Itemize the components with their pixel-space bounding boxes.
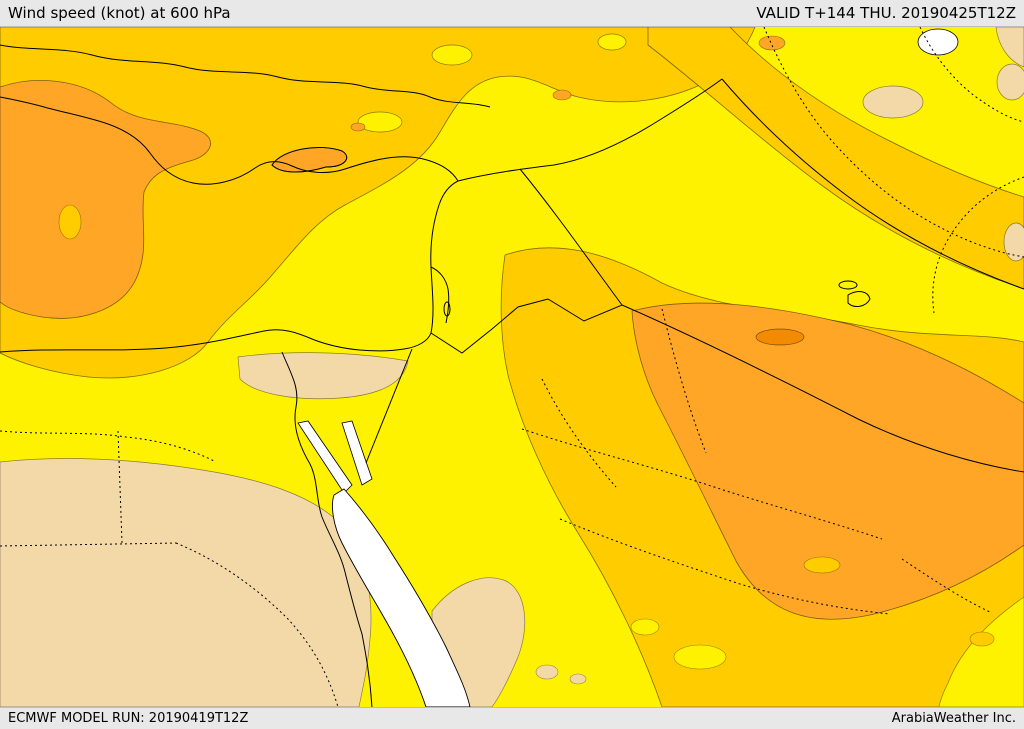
gulf-of-suez bbox=[297, 420, 353, 494]
band-orange-dark-core bbox=[755, 328, 805, 346]
border-egypt-israel bbox=[365, 348, 413, 464]
border-egypt-sudan bbox=[0, 542, 177, 547]
band-orange-east bbox=[631, 302, 1024, 620]
map-title: Wind speed (knot) at 600 hPa bbox=[8, 4, 231, 22]
footer-bar: ECMWF MODEL RUN: 20190419T12Z ArabiaWeat… bbox=[0, 707, 1024, 729]
border-iraq-iran bbox=[721, 78, 1024, 290]
mediterranean-coast bbox=[0, 96, 459, 353]
border-libya-egypt bbox=[0, 430, 215, 462]
yellow-patch bbox=[597, 33, 627, 51]
tan-patch bbox=[996, 63, 1024, 101]
gold-patch bbox=[803, 556, 841, 574]
coastlines bbox=[0, 44, 858, 353]
border-saudi-interior-5 bbox=[901, 558, 993, 614]
border-turkey-syria bbox=[457, 78, 723, 182]
border-syria-iraq bbox=[519, 168, 623, 306]
provider-label: ArabiaWeather Inc. bbox=[891, 711, 1016, 726]
orange-spot bbox=[758, 35, 786, 51]
lake-northeast bbox=[917, 28, 959, 56]
border-sudan-redsea bbox=[175, 542, 339, 707]
small-lake-outline bbox=[838, 280, 858, 290]
valid-time-label: VALID T+144 THU. 20190425T12Z bbox=[756, 4, 1016, 22]
border-iran-3 bbox=[932, 176, 1024, 314]
yellow-patch bbox=[357, 111, 403, 133]
border-saudi-interior-2 bbox=[559, 518, 891, 615]
country-borders bbox=[281, 78, 1024, 707]
yellow-patch bbox=[431, 44, 473, 66]
yellow-patch bbox=[630, 618, 660, 636]
black-sea-coast bbox=[0, 44, 491, 108]
tan-patch bbox=[995, 27, 1024, 68]
yellow-patch bbox=[673, 644, 727, 670]
header-bar: Wind speed (knot) at 600 hPa VALID T+144… bbox=[0, 0, 1024, 27]
border-desert-vertical bbox=[117, 430, 123, 544]
border-saudi-interior-4 bbox=[541, 378, 617, 488]
border-iran-1 bbox=[763, 27, 1024, 258]
border-saudi-interior-3 bbox=[661, 308, 707, 454]
orange-spot bbox=[552, 89, 572, 101]
band-tan-northeast bbox=[862, 85, 924, 119]
red-sea bbox=[331, 488, 471, 707]
tan-patch bbox=[535, 664, 559, 680]
gold-patch bbox=[58, 204, 82, 240]
jordan-valley bbox=[430, 266, 450, 324]
border-iran-2 bbox=[919, 27, 1024, 123]
border-kuwait bbox=[847, 291, 871, 307]
dotted-borders bbox=[0, 27, 1024, 707]
nile-river bbox=[281, 351, 373, 707]
gold-patch bbox=[969, 631, 995, 647]
band-gold-northwest bbox=[0, 27, 756, 379]
tan-patch bbox=[1003, 222, 1024, 262]
yellow-corner-southeast bbox=[938, 596, 1024, 707]
band-tan-delta bbox=[237, 352, 409, 400]
model-run-label: ECMWF MODEL RUN: 20190419T12Z bbox=[8, 711, 249, 726]
map-canvas[interactable] bbox=[0, 27, 1024, 707]
orange-spot bbox=[350, 122, 366, 132]
dead-sea-outline bbox=[443, 301, 451, 317]
border-jordan-saudi-iraq bbox=[430, 298, 1024, 473]
gulf-of-aqaba bbox=[341, 420, 373, 486]
band-orange-west bbox=[0, 80, 211, 319]
cyprus-outline bbox=[271, 147, 348, 173]
band-tan-southwest bbox=[0, 458, 372, 707]
map-area bbox=[0, 27, 1024, 707]
tan-patch bbox=[569, 673, 587, 685]
